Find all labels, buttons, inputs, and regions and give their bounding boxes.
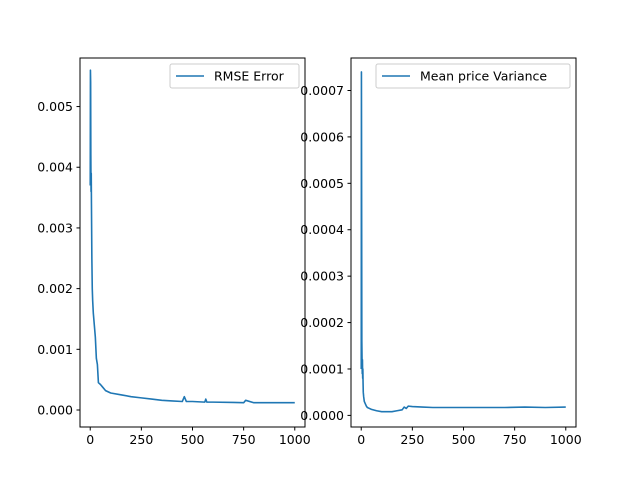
ticks-layer: 0 250 500 750 1000 0.000 0.001 0.002 0.003 0.004 0… (37, 99, 311, 447)
y-tick-label: 0.0002 (300, 315, 344, 330)
x-tick-label: 750 (232, 432, 256, 447)
x-tick-label: 1000 (550, 432, 582, 447)
y-tick-label: 0.0000 (300, 408, 344, 423)
subplot-mean-price-variance: 0 250 500 750 1000 0.0000 0.0001 0.0002 0.0003 0.… (300, 57, 582, 447)
x-tick-label: 1000 (279, 432, 311, 447)
legend-label: Mean price Variance (420, 69, 547, 84)
x-tick-label: 0 (86, 432, 94, 447)
y-tick-label: 0.005 (37, 99, 73, 114)
series-layer (89, 69, 295, 404)
y-tick-label: 0.002 (37, 281, 73, 296)
y-tick-label: 0.0006 (300, 129, 344, 144)
y-tick-label: 0.0001 (300, 361, 344, 376)
x-tick-label: 250 (129, 432, 153, 447)
legend-label: RMSE Error (214, 69, 285, 84)
series-line-0 (360, 71, 566, 413)
y-tick-label: 0.0003 (300, 269, 344, 284)
legend-box (169, 63, 300, 89)
y-tick-label: 0.004 (37, 160, 73, 175)
legend: Mean price Variance (375, 63, 571, 89)
series-layer (360, 71, 566, 413)
y-tick-label: 0.003 (37, 220, 73, 235)
y-tick-label: 0.0005 (300, 176, 344, 191)
legend-box (375, 63, 571, 89)
y-tick-label: 0.001 (37, 342, 73, 357)
axes-frame (79, 57, 306, 428)
x-tick-label: 0 (357, 432, 365, 447)
ticks-layer: 0 250 500 750 1000 0.0000 0.0001 0.0002 0.0003 0.… (300, 83, 581, 447)
x-tick-label: 500 (452, 432, 476, 447)
legend: RMSE Error (169, 63, 300, 89)
x-tick-label: 750 (503, 432, 527, 447)
x-tick-label: 500 (181, 432, 205, 447)
axes-frame (350, 57, 577, 428)
subplot-rmse: 0 250 500 750 1000 0.000 0.001 0.002 0.003 0.004 0… (37, 57, 311, 447)
y-tick-label: 0.0007 (300, 83, 344, 98)
series-line-0 (89, 69, 295, 404)
x-tick-label: 250 (400, 432, 424, 447)
y-tick-label: 0.000 (37, 403, 73, 418)
y-tick-label: 0.0004 (300, 222, 344, 237)
